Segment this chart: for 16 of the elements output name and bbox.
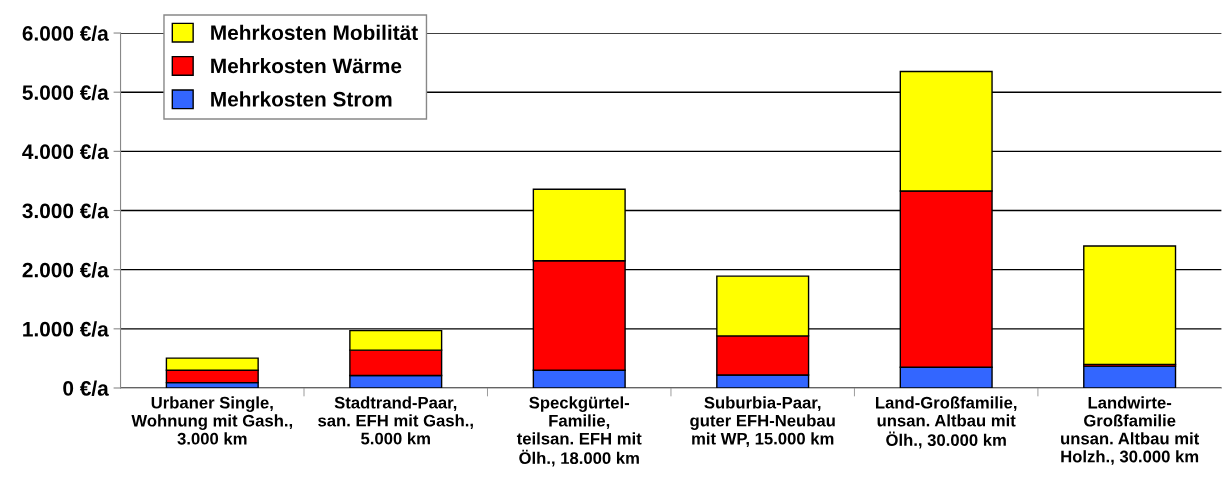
y-tick-label: 0 €/a xyxy=(63,380,109,396)
x-tick-label: Suburbia-Paar, guter EFH-Neubau mit WP, 15.000 km xyxy=(690,396,835,447)
x-tick-label: Speckgürtel- Familie, teilsan. EFH mit Ölh., 18.000 km xyxy=(516,396,642,467)
legend-label: Mehrkosten Strom xyxy=(211,91,392,107)
x-tick-label: Landwirte- Großfamilie unsan. Altbau mit Holzh., 30.000 km xyxy=(1061,396,1200,465)
legend-label: Mehrkosten Mobilität xyxy=(211,24,418,41)
y-tick-label: 3.000 €/a xyxy=(22,202,109,219)
legend-label: Mehrkosten Wärme xyxy=(211,58,402,74)
y-tick-label: 4.000 €/a xyxy=(22,143,109,160)
x-tick-label: Urbaner Single, Wohnung mit Gash., 3.000 km xyxy=(131,396,293,445)
y-tick-label: 5.000 €/a xyxy=(22,84,109,101)
y-tick-label: 2.000 €/a xyxy=(22,262,109,278)
y-tick-label: 1.000 €/a xyxy=(23,321,109,337)
x-tick-label: Land-Großfamilie, unsan. Altbau mit Ölh., 30.000 km xyxy=(876,396,1017,449)
x-tick-label: Stadtrand-Paar, san. EFH mit Gash., 5.000 km xyxy=(318,396,473,445)
y-tick-label: 6.000 €/a xyxy=(22,25,109,41)
